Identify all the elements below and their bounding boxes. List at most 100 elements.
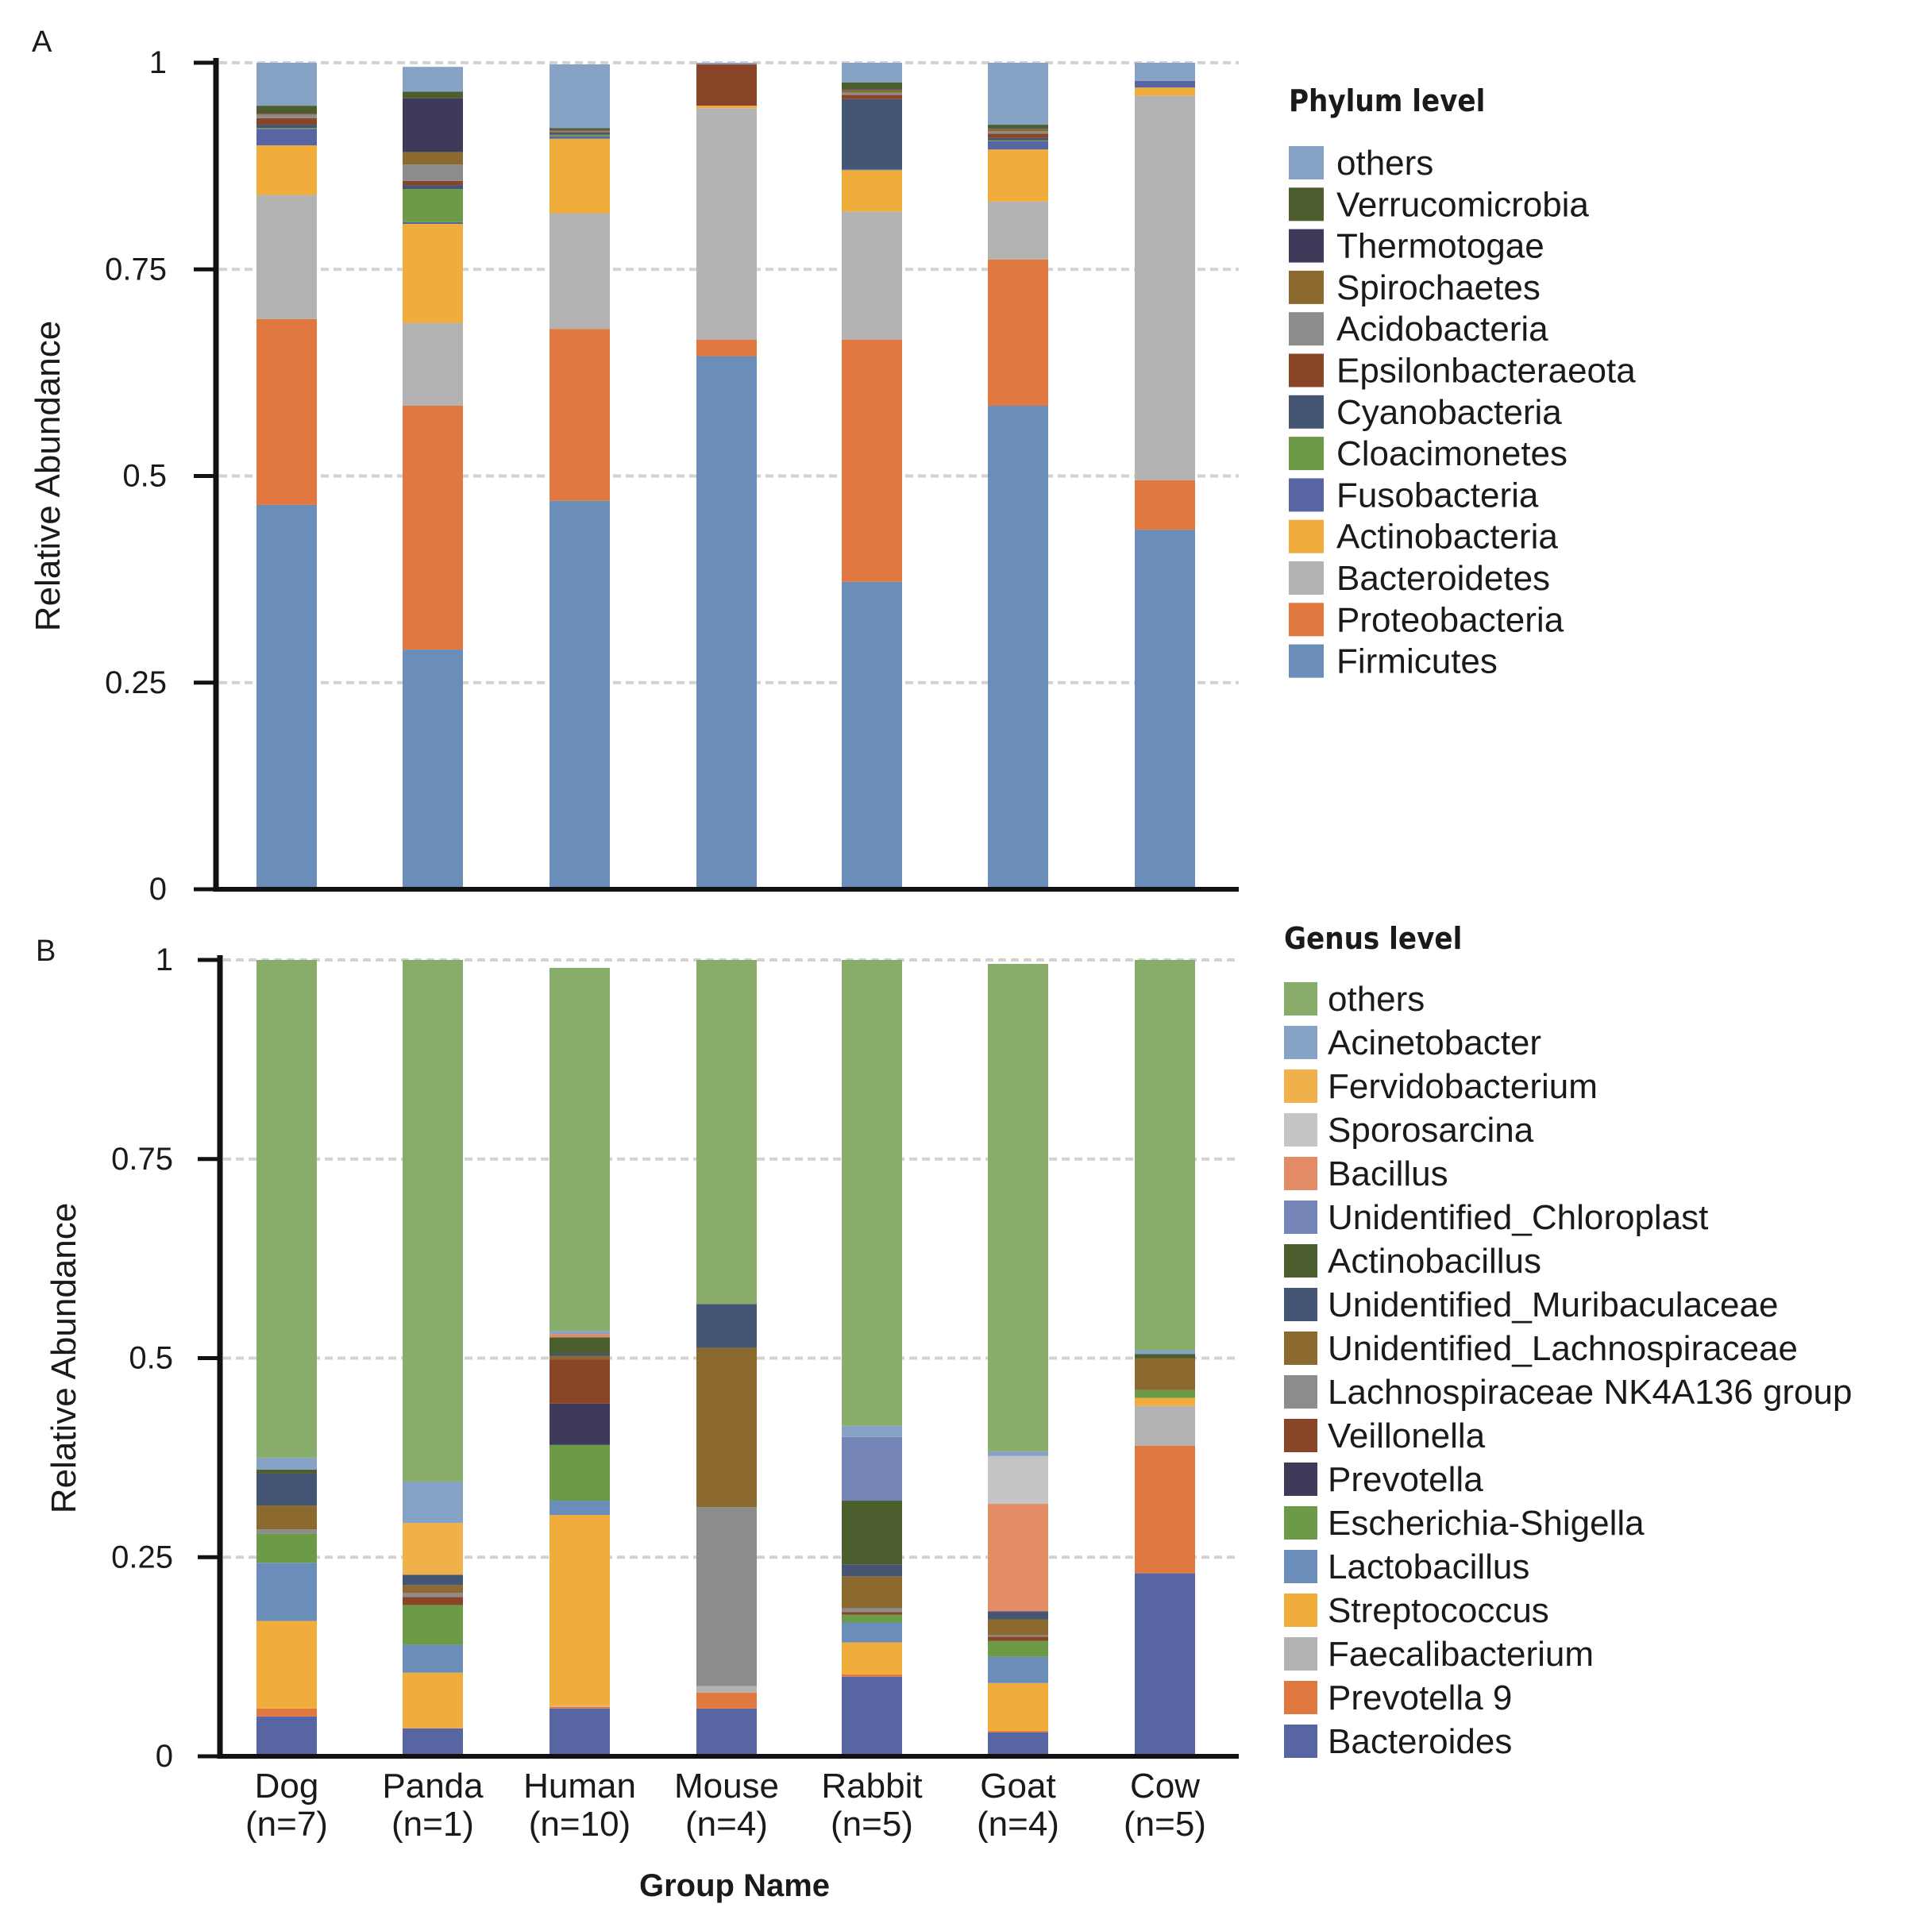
bar-segment-panda-verrucomicrobia (403, 91, 463, 98)
bar-segment-human-epsilonbacteraeota (550, 132, 610, 133)
y-axis-label: Relative Abundance (44, 1203, 83, 1513)
bar-segment-panda-cyanobacteria (403, 185, 463, 190)
legend-swatch-proteobacteria (1289, 603, 1324, 637)
bar-segment-human-others (550, 64, 610, 129)
bar-segment-cow-bacteroidetes (1135, 95, 1195, 480)
bar-segment-rabbit-streptococcus (842, 1642, 902, 1675)
legend-title: Phylum level (1289, 83, 1485, 118)
bar-segment-panda-thermotogae (403, 98, 463, 152)
bar-segment-panda-bacteroides (403, 1728, 463, 1756)
legend-label-faecalibacterium: Faecalibacterium (1328, 1635, 1594, 1674)
bar-segment-goat-streptococcus (988, 1682, 1048, 1731)
bar-stack-rabbit (842, 960, 902, 1756)
bar-segment-goat-lactobacillus (988, 1656, 1048, 1683)
legend-swatch-bacillus (1284, 1157, 1317, 1190)
y-tick-label: 0 (149, 872, 167, 907)
bar-segment-goat-sporosarcina (988, 1455, 1048, 1505)
legend-swatch-prevotella-9 (1284, 1681, 1317, 1714)
bar-stack-cow (1135, 63, 1195, 889)
legend-label-acinetobacter: Acinetobacter (1328, 1023, 1541, 1062)
legend-label-sporosarcina: Sporosarcina (1328, 1111, 1534, 1150)
bar-stack-dog (256, 960, 317, 1756)
bar-segment-dog-lactobacillus (256, 1563, 317, 1621)
bar-segment-cow-actinobacteria (1135, 87, 1195, 96)
bar-segment-mouse-prevotella-9 (696, 1692, 757, 1709)
legend-swatch-escherichia-shigella (1284, 1506, 1317, 1540)
y-tick-label: 1 (156, 942, 173, 977)
bar-segment-cow-firmicutes (1135, 530, 1195, 889)
bar-segment-goat-prevotella-9 (988, 1730, 1048, 1732)
bar-segment-human-acinetobacter (550, 1331, 610, 1335)
bar-segment-dog-unidentified-muribaculaceae (256, 1473, 317, 1506)
bar-segment-cow-faecalibacterium (1135, 1405, 1195, 1446)
bar-segment-mouse-unidentified-lachnospiraceae (696, 1347, 757, 1508)
x-category-n-panda: (n=1) (391, 1805, 474, 1844)
legend-swatch-verrucomicrobia (1289, 187, 1324, 222)
bar-segment-dog-others (256, 960, 317, 1458)
bar-stack-human (550, 64, 610, 889)
legend-swatch-unidentified-chloroplast (1284, 1201, 1317, 1234)
bar-segment-rabbit-others (842, 63, 902, 83)
bar-segment-human-bacteroidetes (550, 213, 610, 330)
bar-segment-goat-fusobacteria (988, 141, 1048, 150)
legend-swatch-fusobacteria (1289, 478, 1324, 512)
bar-segment-rabbit-spirochaetes (842, 90, 902, 93)
bar-segment-goat-actinobacteria (988, 149, 1048, 202)
x-category-label-panda: Panda (382, 1767, 484, 1806)
bar-segment-rabbit-cyanobacteria (842, 98, 902, 170)
x-category-n-cow: (n=5) (1124, 1805, 1206, 1844)
legend-title: Genus level (1284, 921, 1462, 956)
bar-segment-human-prevotella-9 (550, 1706, 610, 1709)
bar-segment-rabbit-acidobacteria (842, 92, 902, 95)
bar-segment-goat-spirochaetes (988, 129, 1048, 132)
bar-segment-dog-streptococcus (256, 1621, 317, 1709)
bar-segment-goat-lachnospiraceae-nk4a136-group (988, 1635, 1048, 1637)
legend-swatch-faecalibacterium (1284, 1637, 1317, 1671)
y-tick-label: 0.5 (122, 459, 167, 494)
bar-segment-rabbit-bacteroides (842, 1676, 902, 1756)
x-category-label-rabbit: Rabbit (821, 1767, 922, 1806)
legend-swatch-bacteroidetes (1289, 561, 1324, 595)
bar-segment-mouse-others (696, 960, 757, 1305)
bar-segment-rabbit-bacteroidetes (842, 211, 902, 340)
bar-segment-panda-streptococcus (403, 1672, 463, 1729)
bar-segment-human-fusobacteria (550, 136, 610, 139)
bar-stack-dog (256, 63, 317, 889)
bar-segment-dog-proteobacteria (256, 318, 317, 505)
bar-stack-cow (1135, 960, 1195, 1756)
bar-segment-human-spirochaetes (550, 130, 610, 132)
bar-segment-dog-fusobacteria (256, 129, 317, 146)
bar-segment-goat-acinetobacter (988, 1451, 1048, 1456)
bar-segment-rabbit-unidentified-chloroplast (842, 1436, 902, 1501)
bar-segment-panda-others (403, 960, 463, 1482)
x-category-label-mouse: Mouse (674, 1767, 779, 1806)
bar-segment-mouse-epsilonbacteraeota (696, 64, 757, 106)
bar-segment-human-verrucomicrobia (550, 128, 610, 130)
legend-swatch-spirochaetes (1289, 270, 1324, 304)
bar-segment-human-bacteroides (550, 1708, 610, 1756)
bar-segment-panda-lachnospiraceae-nk4a136-group (403, 1593, 463, 1597)
bar-segment-panda-acinetobacter (403, 1481, 463, 1524)
legend-label-unidentified-chloroplast: Unidentified_Chloroplast (1328, 1198, 1708, 1237)
bar-segment-human-proteobacteria (550, 329, 610, 501)
bar-segment-goat-bacteroides (988, 1732, 1048, 1756)
bar-stack-goat (988, 964, 1048, 1756)
legend-swatch-cloacimonetes (1289, 437, 1324, 471)
bar-segment-goat-others (988, 63, 1048, 125)
y-tick-label: 1 (149, 45, 167, 80)
legend-label-prevotella-9: Prevotella 9 (1328, 1678, 1512, 1717)
bar-segment-rabbit-acinetobacter (842, 1425, 902, 1437)
legend-label-escherichia-shigella: Escherichia-Shigella (1328, 1504, 1645, 1543)
bar-stack-rabbit (842, 63, 902, 889)
bar-segment-human-streptococcus (550, 1515, 610, 1706)
bar-segment-dog-acidobacteria (256, 114, 317, 118)
legend-label-verrucomicrobia: Verrucomicrobia (1336, 185, 1589, 224)
bar-segment-mouse-firmicutes (696, 356, 757, 889)
legend-swatch-bacteroides (1284, 1725, 1317, 1758)
bar-segment-dog-bacteroidetes (256, 195, 317, 319)
bar-segment-human-lactobacillus (550, 1501, 610, 1516)
y-tick-label: 0.25 (105, 665, 167, 700)
bar-segment-human-escherichia-shigella (550, 1444, 610, 1501)
bar-segment-human-unidentified-muribaculaceae (550, 1353, 610, 1356)
